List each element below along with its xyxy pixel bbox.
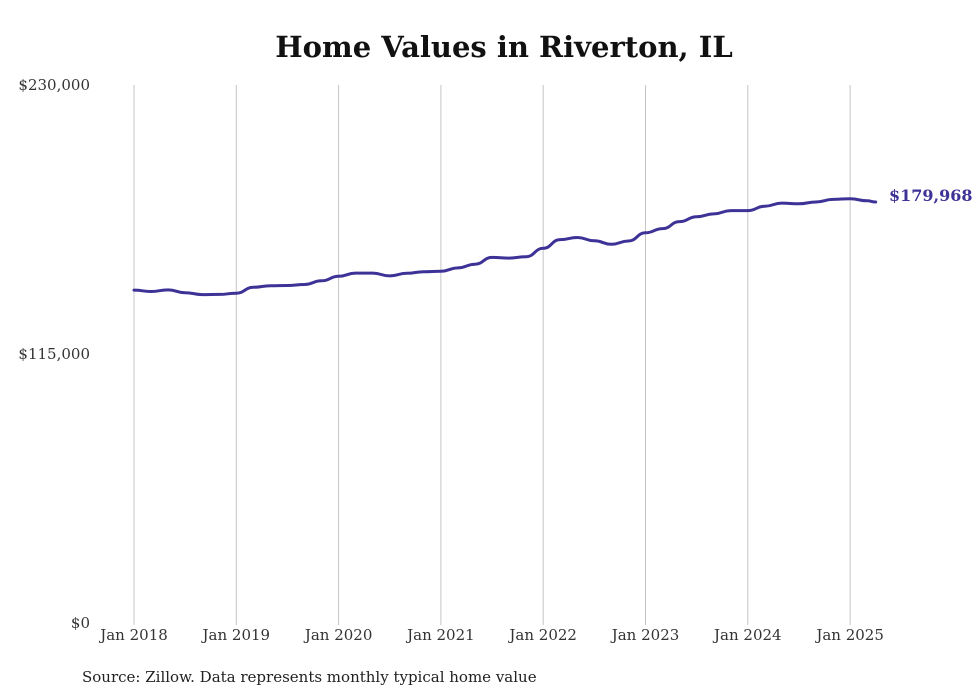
last-value-label: $179,968 bbox=[889, 186, 973, 205]
gridlines bbox=[133, 85, 851, 625]
series-line-layer bbox=[132, 197, 878, 297]
x-tick-label: Jan 2021 bbox=[405, 626, 475, 644]
x-axis-tick-labels: Jan 2018 Jan 2019 Jan 2020 Jan 2021 Jan 2022… bbox=[98, 626, 884, 644]
y-axis-tick-labels: $230,000 $115,000 $0 bbox=[18, 76, 90, 632]
source-note: Source: Zillow. Data represents monthly … bbox=[82, 668, 537, 686]
y-tick-label: $0 bbox=[71, 614, 90, 632]
chart-title: Home Values in Riverton, IL bbox=[275, 30, 733, 64]
x-tick-label: Jan 2022 bbox=[507, 626, 577, 644]
y-tick-label: $230,000 bbox=[18, 76, 90, 94]
x-tick-label: Jan 2024 bbox=[712, 626, 782, 644]
x-tick-label: Jan 2018 bbox=[98, 626, 168, 644]
x-tick-label: Jan 2019 bbox=[201, 626, 271, 644]
x-tick-label: Jan 2023 bbox=[610, 626, 680, 644]
x-tick-label: Jan 2020 bbox=[303, 626, 373, 644]
y-tick-label: $115,000 bbox=[18, 345, 90, 363]
x-tick-label: Jan 2025 bbox=[814, 626, 884, 644]
home-value-line bbox=[132, 197, 878, 297]
